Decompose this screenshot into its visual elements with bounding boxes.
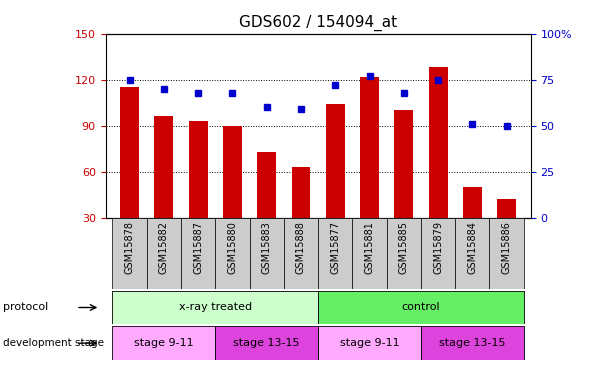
Text: GSM15887: GSM15887: [193, 221, 203, 274]
Bar: [147, 217, 181, 289]
Text: stage 13-15: stage 13-15: [233, 338, 300, 348]
Text: stage 9-11: stage 9-11: [134, 338, 194, 348]
Bar: [497, 199, 516, 217]
Text: control: control: [402, 303, 440, 312]
Bar: [326, 104, 345, 218]
Text: x-ray treated: x-ray treated: [178, 303, 252, 312]
Bar: [112, 291, 318, 324]
Text: protocol: protocol: [3, 303, 48, 312]
Title: GDS602 / 154094_at: GDS602 / 154094_at: [239, 15, 397, 31]
Bar: [112, 326, 215, 360]
Bar: [360, 76, 379, 218]
Bar: [181, 217, 215, 289]
Bar: [120, 87, 139, 218]
Text: GSM15883: GSM15883: [262, 221, 272, 274]
Bar: [352, 217, 387, 289]
Bar: [318, 291, 524, 324]
Bar: [250, 217, 284, 289]
Bar: [387, 217, 421, 289]
Bar: [154, 116, 173, 218]
Bar: [223, 126, 242, 218]
Text: GSM15885: GSM15885: [399, 221, 409, 274]
Text: GSM15881: GSM15881: [364, 221, 374, 274]
Bar: [490, 217, 524, 289]
Text: stage 9-11: stage 9-11: [339, 338, 399, 348]
Bar: [215, 326, 318, 360]
Bar: [318, 326, 421, 360]
Bar: [394, 110, 413, 218]
Text: GSM15877: GSM15877: [330, 221, 340, 274]
Text: development stage: development stage: [3, 338, 104, 348]
Text: stage 13-15: stage 13-15: [439, 338, 505, 348]
Bar: [463, 187, 482, 218]
Text: GSM15884: GSM15884: [467, 221, 478, 274]
Bar: [291, 167, 311, 218]
Text: GSM15886: GSM15886: [502, 221, 511, 274]
Bar: [215, 217, 250, 289]
Bar: [112, 217, 147, 289]
Text: GSM15879: GSM15879: [433, 221, 443, 274]
Bar: [421, 326, 524, 360]
Bar: [284, 217, 318, 289]
Bar: [429, 68, 447, 218]
Text: GSM15882: GSM15882: [159, 221, 169, 274]
Bar: [318, 217, 352, 289]
Bar: [189, 121, 207, 218]
Text: GSM15888: GSM15888: [296, 221, 306, 274]
Text: GSM15880: GSM15880: [227, 221, 238, 274]
Bar: [421, 217, 455, 289]
Text: GSM15878: GSM15878: [125, 221, 134, 274]
Bar: [257, 152, 276, 217]
Bar: [455, 217, 490, 289]
